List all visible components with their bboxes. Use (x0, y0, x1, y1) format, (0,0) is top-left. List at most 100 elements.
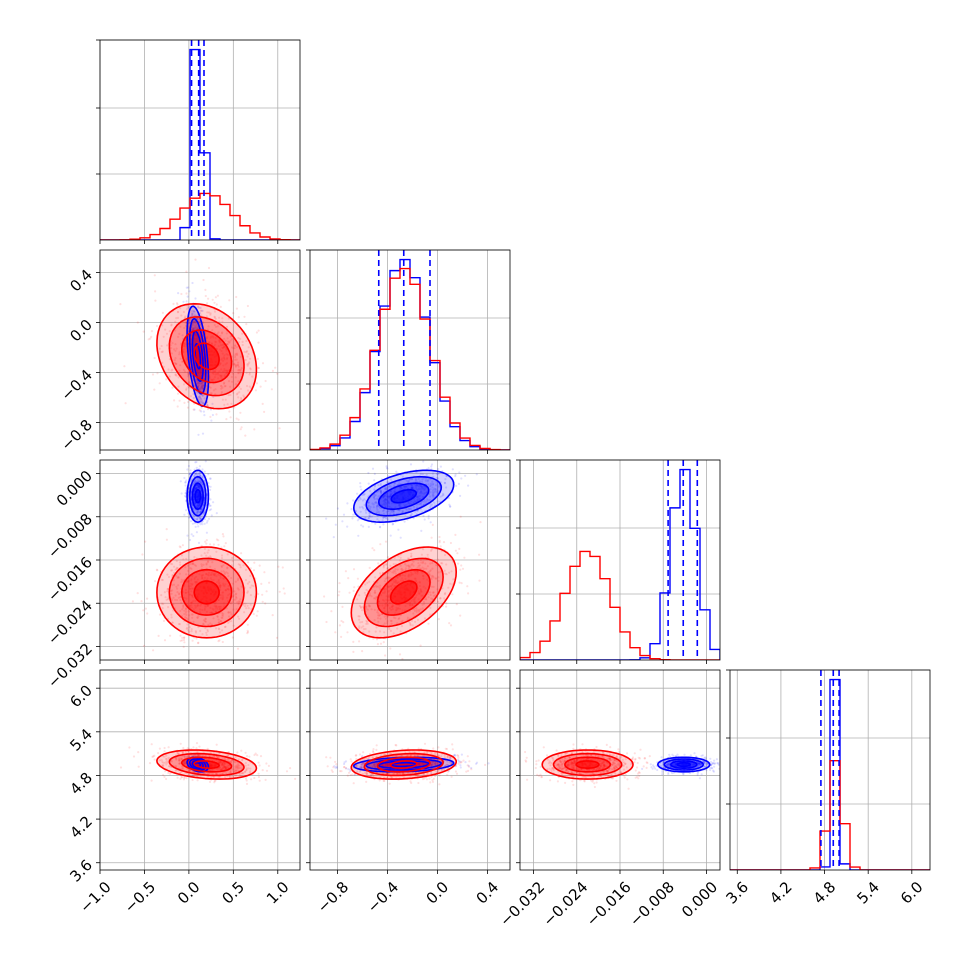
scatter-point (196, 486, 199, 489)
scatter-point (191, 587, 195, 591)
scatter-point (195, 369, 198, 372)
scatter-point (408, 621, 411, 624)
scatter-point (234, 598, 237, 601)
scatter-point (222, 584, 225, 587)
scatter-point (158, 347, 161, 350)
scatter-point (211, 378, 214, 381)
scatter-point (209, 611, 212, 614)
scatter-point (183, 609, 186, 612)
scatter-point (218, 605, 221, 608)
scatter-point (230, 602, 233, 605)
scatter-point (417, 503, 420, 506)
scatter-point (261, 362, 265, 365)
scatter-point (460, 477, 463, 480)
scatter-point (189, 588, 192, 591)
scatter-point (194, 326, 197, 329)
scatter-point (228, 410, 231, 413)
scatter-point (241, 340, 244, 343)
scatter-point (226, 572, 229, 575)
scatter-point (212, 389, 215, 392)
scatter-point (152, 649, 155, 652)
scatter-point (214, 317, 217, 320)
scatter-point (197, 371, 200, 374)
scatter-point (193, 340, 196, 343)
scatter-point (237, 602, 240, 605)
scatter-point (192, 534, 195, 538)
scatter-point (236, 601, 239, 604)
scatter-point (382, 495, 385, 499)
scatter-point (206, 604, 209, 607)
scatter-point (219, 344, 222, 347)
scatter-point (245, 350, 249, 353)
scatter-point (407, 501, 410, 505)
scatter-point (398, 559, 401, 562)
scatter-point (226, 337, 229, 340)
scatter-point (405, 508, 408, 511)
scatter-point (200, 387, 203, 390)
scatter-point (191, 613, 194, 616)
scatter-point (174, 373, 177, 376)
scatter-point (184, 591, 187, 594)
scatter-point (244, 568, 248, 572)
scatter-point (390, 588, 393, 591)
scatter-point (245, 371, 248, 374)
scatter-point (257, 592, 260, 596)
scatter-point (376, 611, 379, 614)
scatter-point (175, 574, 178, 578)
scatter-point (373, 494, 376, 497)
scatter-point (205, 573, 208, 576)
scatter-point (201, 381, 204, 384)
scatter-point (198, 374, 201, 377)
scatter-point (237, 380, 240, 383)
scatter-point (224, 589, 227, 592)
scatter-point (414, 596, 417, 599)
scatter-point (427, 514, 430, 518)
scatter-point (464, 474, 467, 477)
scatter-point (248, 385, 251, 388)
scatter-point (393, 585, 396, 588)
scatter-point (195, 531, 198, 534)
scatter-point (184, 481, 187, 484)
scatter-point (221, 346, 224, 349)
scatter-point (166, 587, 169, 591)
scatter-point (180, 292, 183, 296)
scatter-point (202, 321, 205, 324)
scatter-point (383, 591, 386, 595)
scatter-point (182, 606, 185, 609)
scatter-point (205, 388, 208, 391)
scatter-point (200, 406, 203, 409)
scatter-point (393, 490, 396, 493)
scatter-point (422, 560, 425, 563)
scatter-point (154, 299, 157, 302)
scatter-point (422, 514, 425, 518)
scatter-point (373, 608, 376, 612)
scatter-point (168, 670, 170, 672)
scatter-point (447, 496, 451, 500)
scatter-point (418, 564, 421, 567)
scatter-point (406, 480, 409, 483)
scatter-point (382, 641, 385, 644)
scatter-point (364, 627, 367, 631)
scatter-point (178, 332, 181, 335)
scatter-point (216, 325, 219, 328)
scatter-point (200, 368, 203, 371)
scatter-point (362, 525, 365, 528)
scatter-point (217, 605, 220, 608)
scatter-point (422, 488, 425, 491)
scatter-point (392, 509, 395, 513)
scatter-point (209, 312, 212, 315)
scatter-point (209, 386, 212, 389)
scatter-point (226, 372, 229, 375)
scatter-point (196, 506, 199, 509)
scatter-point (387, 495, 390, 498)
scatter-point (196, 616, 199, 619)
scatter-point (194, 631, 198, 634)
scatter-point (445, 486, 448, 489)
scatter-point (193, 576, 196, 580)
scatter-point (187, 373, 190, 376)
scatter-point (224, 625, 227, 628)
scatter-point (179, 598, 182, 602)
scatter-point (330, 610, 333, 613)
scatter-point (414, 580, 417, 583)
scatter-point (193, 321, 197, 324)
